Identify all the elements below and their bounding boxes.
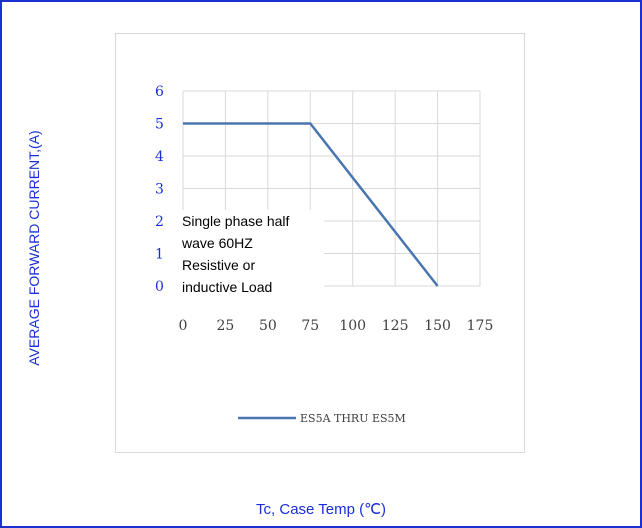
x-tick-label: 175 xyxy=(467,318,494,334)
x-axis-ticks: 0 25 50 75 100 125 150 175 xyxy=(179,318,494,334)
annotation-box: Single phase half wave 60HZ Resistive or… xyxy=(180,210,324,298)
y-tick-label: 0 xyxy=(155,279,164,295)
x-tick-label: 75 xyxy=(301,318,319,334)
y-tick-label: 2 xyxy=(155,214,164,230)
y-axis-ticks: 0 1 2 3 4 5 6 xyxy=(155,84,164,295)
x-tick-label: 0 xyxy=(179,318,188,334)
annotation-line: Resistive or xyxy=(182,257,256,273)
legend-entry: ES5A THRU ES5M xyxy=(300,412,406,425)
annotation-line: wave 60HZ xyxy=(182,235,253,251)
x-tick-label: 150 xyxy=(424,318,451,334)
x-tick-label: 25 xyxy=(217,318,235,334)
x-tick-label: 125 xyxy=(382,318,409,334)
series-lines xyxy=(183,122,439,287)
y-tick-label: 6 xyxy=(155,84,164,100)
annotation-line: inductive Load xyxy=(182,279,273,295)
series-line xyxy=(183,122,439,287)
x-axis-label: Tc, Case Temp (℃) xyxy=(256,501,386,518)
y-tick-label: 3 xyxy=(155,182,164,198)
annotation-line: Single phase half xyxy=(182,213,290,229)
x-tick-label: 50 xyxy=(259,318,277,334)
y-tick-label: 5 xyxy=(155,117,164,133)
y-tick-label: 4 xyxy=(155,149,164,165)
y-axis-label: AVERAGE FORWARD CURRENT,(A) xyxy=(26,130,42,366)
y-tick-label: 1 xyxy=(155,247,164,263)
legend: ES5A THRU ES5M xyxy=(238,412,406,425)
x-tick-label: 100 xyxy=(339,318,366,334)
